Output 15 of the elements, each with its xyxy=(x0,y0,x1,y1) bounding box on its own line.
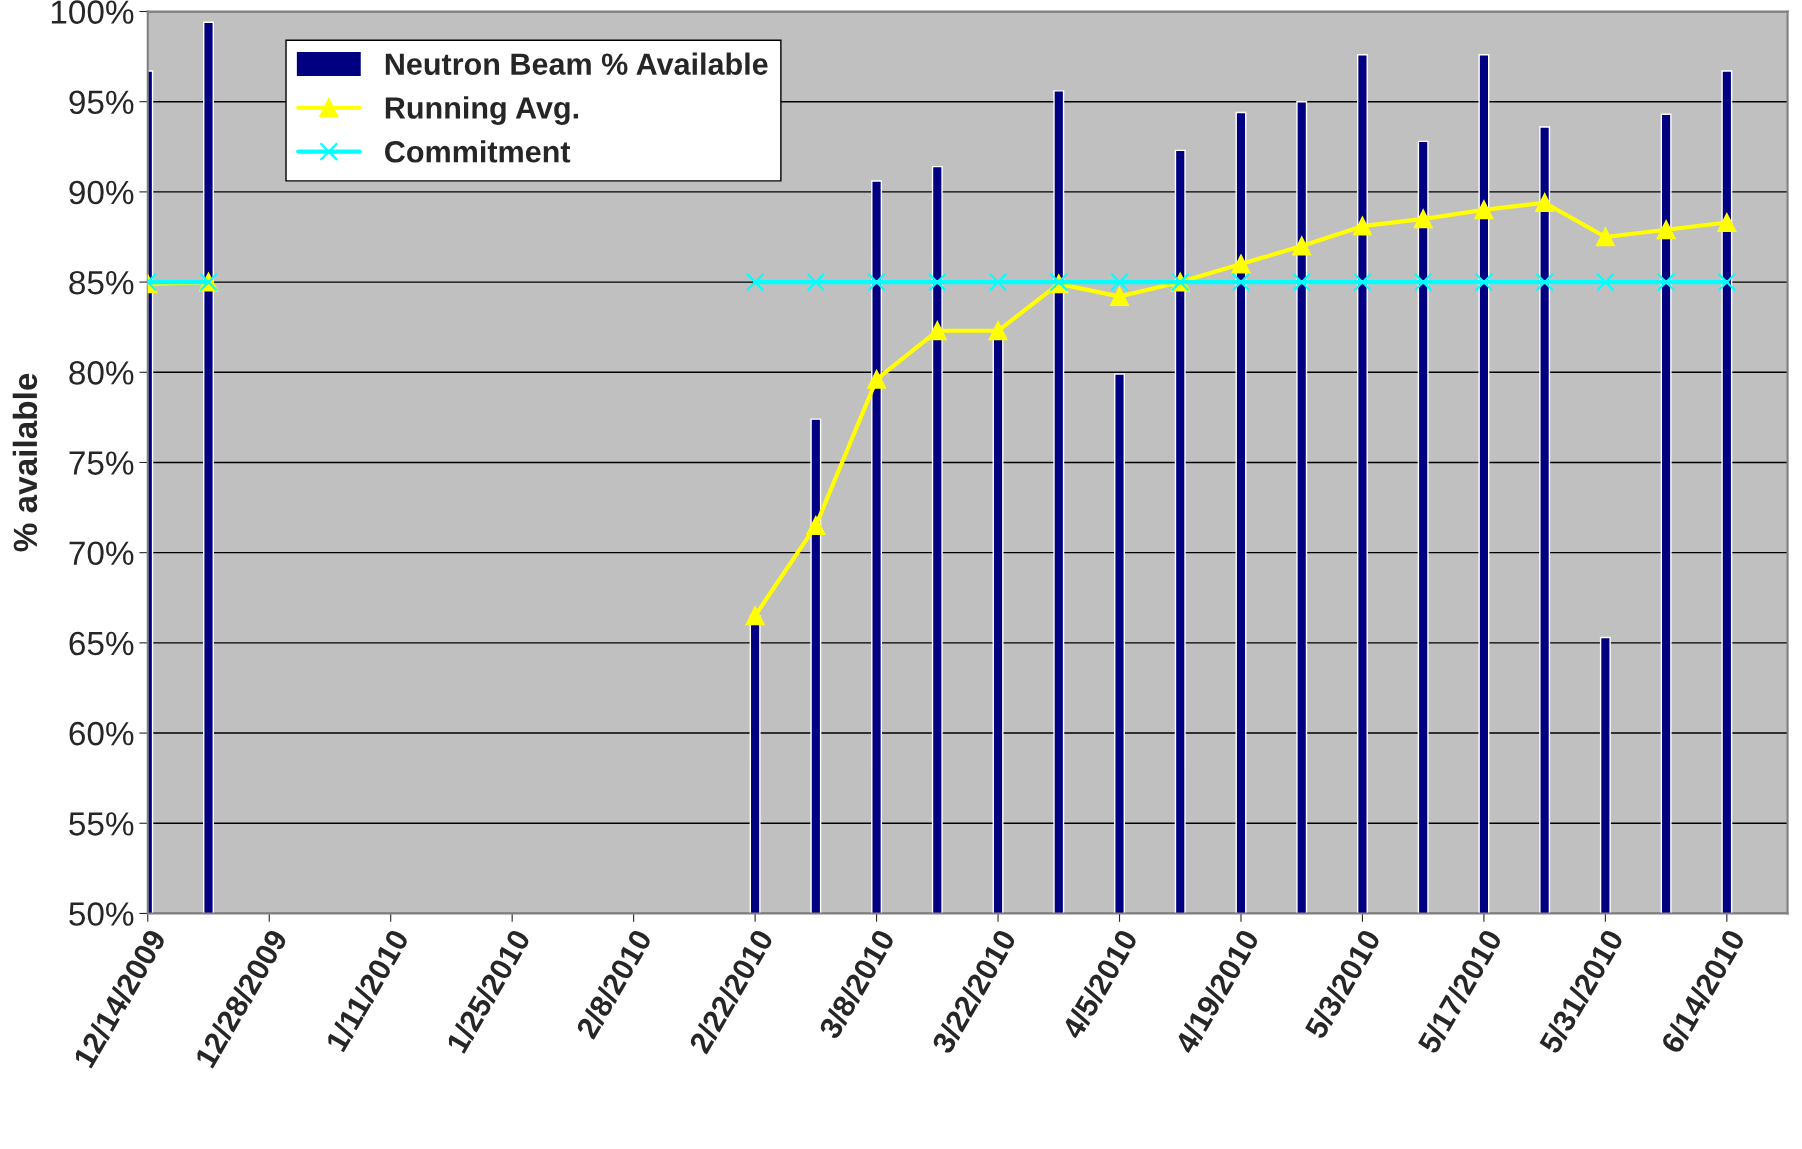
y-tick-label: 80% xyxy=(69,361,134,385)
legend-label: Running Avg. xyxy=(385,96,578,125)
y-tick-label: 65% xyxy=(69,631,134,656)
y-tick-label: 50% xyxy=(69,902,134,926)
y-tick-label: 70% xyxy=(69,541,134,566)
y-tick-label: 100% xyxy=(51,0,134,24)
y-tick-label: 85% xyxy=(69,270,134,295)
legend-label: Commitment xyxy=(385,140,571,163)
y-tick-label: 60% xyxy=(69,721,134,746)
y-tick-label: 90% xyxy=(69,180,134,205)
y-tick-label: 55% xyxy=(69,812,134,836)
legend-label: Neutron Beam % Available xyxy=(385,52,768,75)
y-tick-label: 75% xyxy=(69,451,134,475)
y-tick-label: 95% xyxy=(69,90,134,115)
y-axis-title: % available xyxy=(12,373,38,552)
